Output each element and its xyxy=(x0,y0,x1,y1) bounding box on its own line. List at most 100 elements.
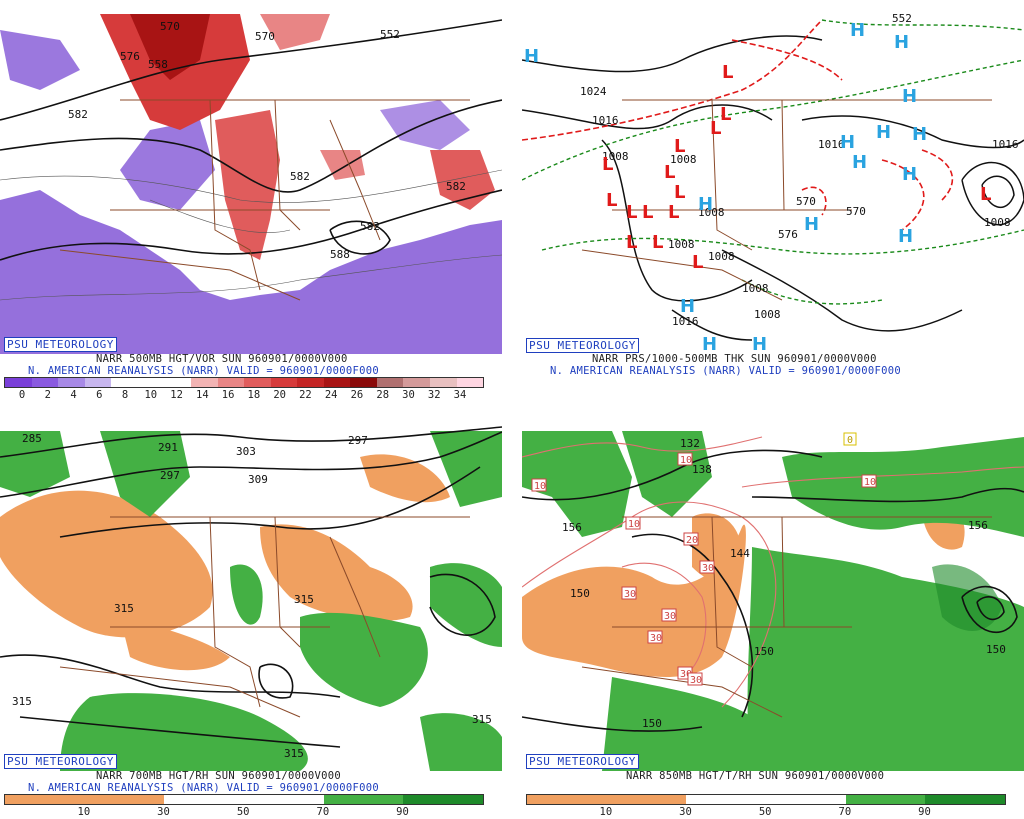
scale-tick-label: 50 xyxy=(236,806,250,818)
scale-swatch xyxy=(403,795,484,804)
psu-meteorology-badge: PSU METEOROLOGY xyxy=(526,754,639,769)
scale-tick-label: 12 xyxy=(170,389,183,401)
svg-text:30: 30 xyxy=(664,611,676,622)
svg-text:1024: 1024 xyxy=(580,85,607,98)
svg-text:570: 570 xyxy=(796,195,816,208)
panel-pressure-thickness: 1024 1016 1008 1008 1008 1008 1008 1016 … xyxy=(522,0,1024,402)
svg-text:315: 315 xyxy=(12,695,32,708)
rh-color-scale xyxy=(4,794,484,805)
scale-swatch xyxy=(244,378,271,387)
svg-text:0: 0 xyxy=(847,435,853,446)
svg-text:L: L xyxy=(710,118,721,139)
svg-text:H: H xyxy=(752,334,767,355)
scale-tick-label: 18 xyxy=(247,389,261,401)
svg-text:30: 30 xyxy=(680,669,692,680)
svg-text:1008: 1008 xyxy=(754,308,781,321)
svg-text:H: H xyxy=(840,132,855,153)
scale-swatch xyxy=(350,378,377,387)
svg-text:10: 10 xyxy=(680,455,692,466)
temperature-labels: 10 10 10 20 30 30 30 30 30 30 10 0 xyxy=(531,432,877,686)
svg-text:309: 309 xyxy=(248,473,268,486)
svg-text:297: 297 xyxy=(348,434,368,447)
svg-text:L: L xyxy=(652,232,663,253)
scale-swatch xyxy=(323,378,351,387)
svg-text:H: H xyxy=(852,152,867,173)
scale-swatch xyxy=(845,795,926,804)
scale-swatch xyxy=(403,378,430,387)
scale-tick-label: 70 xyxy=(838,806,852,818)
panel-700mb-hgt-rh: 291 297 303 309 297 315 315 315 315 315 … xyxy=(0,417,502,819)
scale-tick-label: 2 xyxy=(44,389,51,401)
scale-tick-label: 8 xyxy=(121,389,129,401)
scale-swatch xyxy=(456,378,484,387)
svg-text:1008: 1008 xyxy=(984,216,1011,229)
scale-tick-label: 22 xyxy=(299,389,312,401)
scale-swatch xyxy=(5,795,85,804)
scale-tick-label: 10 xyxy=(599,806,613,818)
scale-tick-label: 0 xyxy=(18,389,26,401)
scale-tick-label: 20 xyxy=(273,389,286,401)
scale-swatch xyxy=(376,378,404,387)
scale-swatch xyxy=(84,795,165,804)
scale-tick-label: 28 xyxy=(376,389,390,401)
svg-text:H: H xyxy=(902,164,917,185)
contour-labels-700mb: 291 297 303 309 297 315 315 315 315 315 … xyxy=(12,432,492,760)
svg-text:285: 285 xyxy=(22,432,42,445)
pressure-centers: H H H H H H H H H H H H H H H L L L L L … xyxy=(524,20,991,355)
svg-text:291: 291 xyxy=(158,441,178,454)
scale-swatch xyxy=(925,795,1006,804)
svg-text:30: 30 xyxy=(690,675,702,686)
contour-labels-pressure: 1024 1016 1008 1008 1008 1008 1008 1016 … xyxy=(580,12,1019,328)
svg-text:150: 150 xyxy=(642,717,662,730)
scale-tick-label: 70 xyxy=(316,806,330,818)
svg-text:20: 20 xyxy=(686,535,698,546)
svg-text:588: 588 xyxy=(330,248,350,261)
svg-text:1008: 1008 xyxy=(668,238,695,251)
scale-tick-label: 16 xyxy=(221,389,235,401)
svg-text:H: H xyxy=(524,46,539,67)
svg-text:L: L xyxy=(722,62,733,83)
panel-valid-line: N. AMERICAN REANALYSIS (NARR) VALID = 96… xyxy=(28,782,379,794)
scale-swatch xyxy=(190,378,218,387)
scale-swatch xyxy=(430,378,457,387)
svg-text:L: L xyxy=(626,202,637,223)
vorticity-scale-ticks: 0 2 4 6 8 10 12 14 16 18 20 22 24 26 28 30 32 34 xyxy=(4,389,482,401)
svg-text:1008: 1008 xyxy=(698,206,725,219)
svg-text:303: 303 xyxy=(236,445,256,458)
map-pressure-thickness: 1024 1016 1008 1008 1008 1008 1008 1016 … xyxy=(522,12,1024,355)
scale-tick-label: 30 xyxy=(157,806,170,818)
scale-swatch xyxy=(270,378,298,387)
scale-tick-label: 34 xyxy=(453,389,467,401)
scale-tick-label: 26 xyxy=(350,389,364,401)
svg-text:315: 315 xyxy=(284,747,304,760)
svg-text:1016: 1016 xyxy=(592,114,619,127)
svg-text:1008: 1008 xyxy=(708,250,735,263)
svg-text:150: 150 xyxy=(986,643,1006,656)
svg-text:L: L xyxy=(626,232,637,253)
scale-tick-label: 10 xyxy=(77,806,91,818)
scale-swatch xyxy=(84,378,112,387)
svg-text:10: 10 xyxy=(628,519,640,530)
svg-text:576: 576 xyxy=(778,228,798,241)
svg-text:H: H xyxy=(680,296,695,317)
scale-swatch xyxy=(527,795,607,804)
psu-meteorology-badge: PSU METEOROLOGY xyxy=(4,754,117,769)
svg-text:552: 552 xyxy=(380,28,400,41)
panel-title: NARR 700MB HGT/RH SUN 960901/0000V000 xyxy=(96,770,341,782)
scale-tick-label: 32 xyxy=(427,389,441,401)
scale-tick-label: 50 xyxy=(758,806,772,818)
scale-tick-label: 90 xyxy=(396,806,409,818)
svg-text:L: L xyxy=(980,184,991,205)
svg-text:582: 582 xyxy=(360,220,380,233)
svg-text:L: L xyxy=(606,190,617,211)
svg-text:10: 10 xyxy=(534,481,546,492)
svg-text:H: H xyxy=(698,194,713,215)
scale-swatch xyxy=(686,795,767,804)
panel-title: NARR 500MB HGT/VOR SUN 960901/0000V000 xyxy=(96,353,348,365)
panel-valid-line: N. AMERICAN REANALYSIS (NARR) VALID = 96… xyxy=(28,365,379,377)
svg-text:582: 582 xyxy=(446,180,466,193)
map-850mb: 132 138 156 150 144 150 150 156 150 10 1… xyxy=(522,431,1024,771)
svg-text:576: 576 xyxy=(120,50,140,63)
svg-text:582: 582 xyxy=(68,108,88,121)
svg-text:315: 315 xyxy=(294,593,314,606)
